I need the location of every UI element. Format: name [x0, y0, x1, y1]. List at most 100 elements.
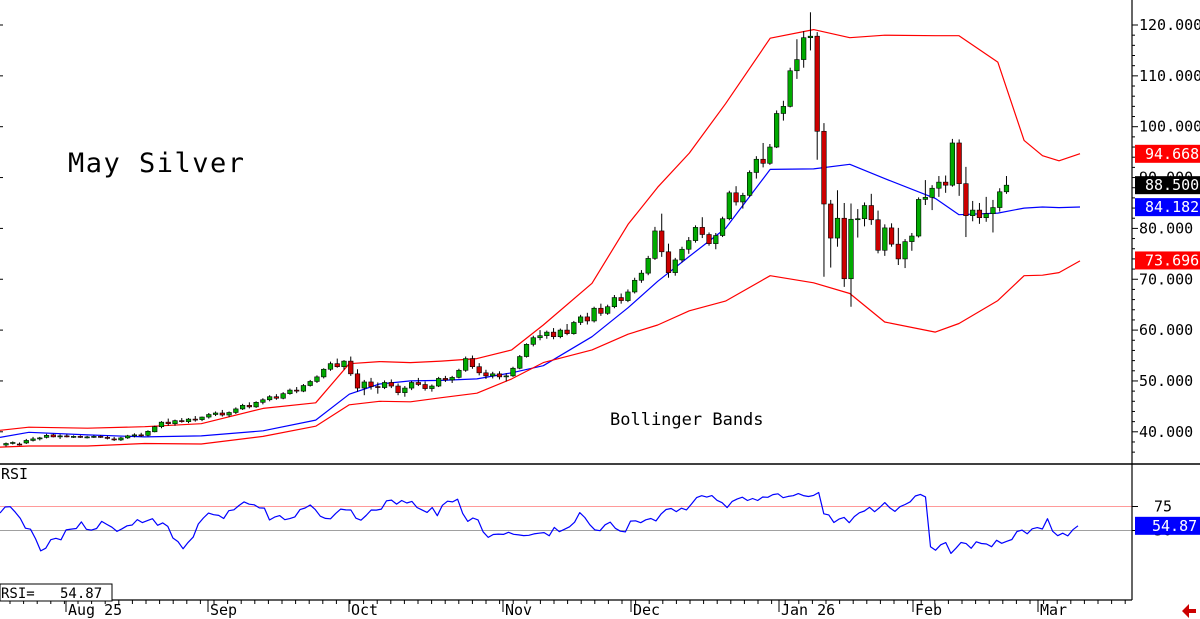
candle [402, 386, 408, 397]
candle-body [469, 358, 476, 368]
candle-body [185, 418, 192, 422]
price-axis-label: 60.000 [1139, 321, 1193, 339]
candle-body [10, 442, 16, 444]
rsi-line [0, 491, 1079, 555]
candle-body [767, 146, 773, 164]
candle-body [888, 227, 895, 245]
candle-body [550, 331, 557, 338]
candle [375, 382, 381, 394]
candle [30, 436, 36, 442]
candle-body [226, 412, 232, 416]
candle-body [354, 373, 361, 389]
candle-body [375, 386, 381, 388]
candle-body [294, 389, 300, 392]
candle [172, 419, 178, 426]
candle-body [814, 35, 820, 132]
price-axis-label: 50.000 [1139, 372, 1193, 390]
candle-body [976, 209, 983, 219]
candle [665, 243, 672, 278]
candle-body [564, 329, 570, 334]
candle [834, 190, 841, 247]
candle [287, 388, 293, 395]
candle [267, 395, 273, 402]
candle-body [625, 291, 631, 301]
candle [246, 402, 252, 409]
candle [828, 199, 834, 268]
candle [496, 371, 503, 380]
candle [915, 197, 922, 238]
candle-body [855, 218, 861, 221]
candle-body [997, 191, 1003, 208]
candle-body [23, 440, 29, 444]
candle [895, 227, 901, 266]
candle [10, 441, 16, 445]
candle-body [287, 389, 293, 394]
candle-body [719, 218, 726, 236]
candle-body [348, 360, 354, 375]
candle-body [496, 373, 503, 378]
candle-body [267, 396, 273, 401]
candle-body [179, 420, 185, 422]
candle [233, 407, 239, 415]
candle [530, 335, 536, 347]
scroll-left-arrow-icon[interactable] [1182, 604, 1196, 618]
candle [483, 369, 489, 379]
candle-body [30, 438, 36, 441]
candle-body [746, 172, 753, 196]
candle-body [395, 385, 401, 393]
candle-body [632, 279, 638, 293]
price-badge: 73.696 [1135, 251, 1200, 270]
candle [152, 425, 158, 433]
candle-body [111, 438, 117, 441]
candle [463, 356, 469, 372]
candle-body [726, 192, 732, 220]
candle [821, 123, 827, 277]
rsi-badge-label: 54.87 [1152, 517, 1197, 535]
candle [544, 330, 550, 339]
candle-body [415, 382, 421, 385]
candle [240, 403, 246, 410]
candle [591, 306, 597, 323]
candle-body [260, 399, 266, 403]
candle [442, 375, 449, 382]
candle [111, 436, 117, 441]
candle [598, 303, 604, 316]
candle-body [706, 234, 712, 244]
rsi-axis-label: 75 [1154, 498, 1172, 516]
candle [456, 368, 462, 379]
candle-body [16, 443, 23, 446]
candle-body [91, 436, 97, 438]
candle [780, 100, 786, 121]
candle [206, 412, 212, 419]
x-axis-label: Aug 25 [68, 601, 122, 619]
price-axis-label: 120.000 [1139, 16, 1200, 34]
candle [760, 142, 766, 168]
candle-body [611, 297, 617, 308]
candle-body [125, 435, 131, 439]
candle [936, 176, 942, 197]
candle-body [713, 235, 719, 244]
candle [37, 436, 43, 441]
candle [199, 416, 205, 422]
candle-body [665, 251, 672, 273]
candle [774, 110, 780, 149]
candle-body [895, 243, 901, 260]
candle-body [476, 366, 482, 374]
candlesticks [3, 12, 1010, 447]
candle [469, 355, 476, 369]
candle-body [530, 337, 536, 345]
candle [118, 436, 124, 441]
bollinger-bands [0, 29, 1081, 448]
candle [970, 200, 976, 222]
candle-body [152, 426, 158, 433]
rsi-reference-lines [0, 506, 1132, 531]
candle [273, 394, 280, 400]
candle [625, 289, 631, 303]
price-axis-label: 110.000 [1139, 67, 1200, 85]
candle-body [71, 436, 77, 438]
candle [415, 377, 421, 387]
candle-body [598, 307, 604, 314]
price-badge-background [1135, 144, 1200, 163]
candle [848, 203, 854, 307]
